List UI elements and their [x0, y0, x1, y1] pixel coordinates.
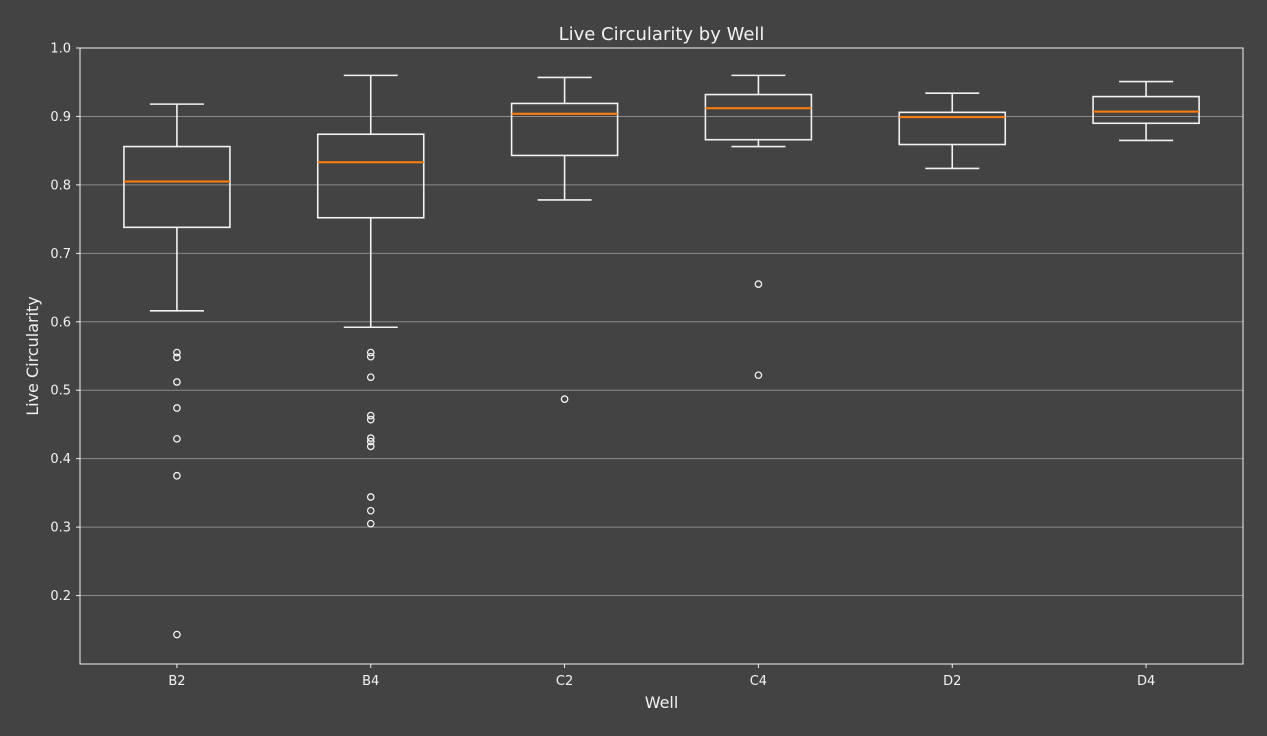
outlier-point — [173, 434, 181, 443]
y-axis-label: Live Circularity — [23, 296, 42, 416]
box-D4 — [1092, 80, 1200, 142]
plot-frame — [79, 47, 1244, 665]
outlier-point — [366, 493, 375, 501]
boxes-layer — [123, 74, 1200, 639]
outlier-point — [173, 630, 181, 639]
y-axis-ticks: 0.2 0.3 0.4 0.5 0.6 0.7 0.8 0.9 1.0 — [50, 42, 80, 604]
x-tick-label: B4 — [362, 674, 379, 689]
x-tick-label: C2 — [556, 674, 573, 689]
box-D2 — [898, 92, 1007, 170]
y-tick-label: 0.4 — [50, 452, 71, 467]
outlier-point — [366, 415, 375, 424]
y-tick-label: 0.2 — [50, 589, 71, 604]
outlier-point — [173, 348, 181, 357]
outlier-point — [754, 371, 763, 380]
iqr-box — [316, 133, 425, 219]
outlier-point — [366, 442, 375, 451]
iqr-box — [1092, 95, 1200, 125]
y-tick-label: 0.9 — [50, 110, 71, 125]
outlier-point — [366, 437, 375, 446]
y-tick-label: 0.5 — [50, 384, 71, 399]
y-tick-label: 0.7 — [50, 247, 71, 262]
iqr-box — [123, 145, 231, 229]
box-B2 — [123, 103, 231, 639]
outlier-point — [173, 404, 181, 412]
y-tick-label: 1.0 — [50, 42, 71, 57]
x-axis-ticks: B2 B4 C2 C4 D2 D4 — [168, 664, 1155, 689]
x-tick-label: B2 — [168, 674, 185, 689]
x-tick-label: C4 — [750, 674, 767, 689]
outlier-point — [366, 348, 375, 357]
box-B4 — [316, 74, 425, 528]
outlier-point — [366, 352, 375, 361]
outlier-point — [366, 434, 375, 442]
grid-lines — [80, 115, 1243, 597]
y-tick-label: 0.6 — [50, 315, 71, 330]
chart-title: Live Circularity by Well — [559, 24, 765, 45]
iqr-box — [510, 102, 619, 157]
outlier-point — [173, 353, 181, 362]
outlier-point — [366, 411, 375, 420]
outlier-point — [366, 506, 375, 515]
x-axis-label: Well — [645, 693, 679, 712]
box-C4 — [704, 74, 813, 380]
outlier-point — [173, 378, 181, 386]
box-C2 — [510, 76, 619, 403]
x-tick-label: D2 — [943, 674, 961, 689]
outlier-point — [754, 280, 763, 288]
iqr-box — [704, 93, 813, 141]
outlier-point — [366, 519, 375, 528]
outlier-point — [560, 395, 569, 403]
y-tick-label: 0.8 — [50, 178, 71, 193]
x-tick-label: D4 — [1137, 674, 1155, 689]
iqr-box — [898, 111, 1007, 146]
outlier-point — [366, 373, 375, 382]
outlier-point — [173, 471, 181, 480]
y-tick-label: 0.3 — [50, 521, 71, 536]
